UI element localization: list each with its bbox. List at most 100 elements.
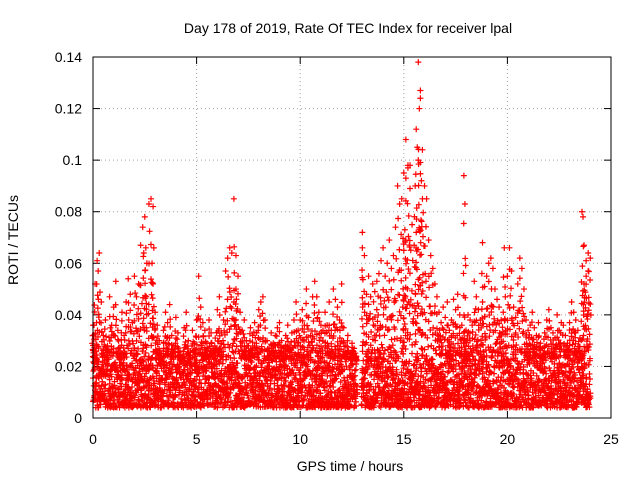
data-point xyxy=(142,214,148,220)
data-point xyxy=(386,297,392,303)
data-point xyxy=(252,320,258,326)
data-point xyxy=(260,294,266,300)
data-point xyxy=(511,304,517,310)
data-point xyxy=(442,314,448,320)
data-point xyxy=(419,218,425,224)
data-point xyxy=(216,294,222,300)
data-point xyxy=(490,265,496,271)
data-point xyxy=(398,278,404,284)
data-point xyxy=(395,183,401,189)
data-point xyxy=(381,298,387,304)
data-point xyxy=(167,302,173,308)
data-point xyxy=(332,296,338,302)
data-point xyxy=(91,302,97,308)
data-point xyxy=(504,273,510,279)
data-point xyxy=(535,320,541,326)
data-point xyxy=(445,322,451,328)
data-point xyxy=(378,301,384,307)
data-point xyxy=(140,224,146,230)
data-point xyxy=(517,298,523,304)
data-point xyxy=(97,319,103,325)
data-point xyxy=(419,147,425,153)
data-point xyxy=(134,338,140,344)
data-point xyxy=(395,317,401,323)
data-point-background xyxy=(352,368,358,374)
data-point xyxy=(521,286,527,292)
data-point xyxy=(288,339,294,345)
data-point xyxy=(517,255,523,261)
data-point xyxy=(486,260,492,266)
data-point xyxy=(508,285,514,291)
data-point xyxy=(386,237,392,243)
data-point xyxy=(372,289,378,295)
data-point xyxy=(391,277,397,283)
data-point xyxy=(359,229,365,235)
data-point xyxy=(316,309,322,315)
data-point xyxy=(225,341,231,347)
data-point xyxy=(486,279,492,285)
data-point xyxy=(227,245,233,251)
data-point xyxy=(326,299,332,305)
data-point xyxy=(378,258,384,264)
data-point xyxy=(140,320,146,326)
x-tick-label: 20 xyxy=(500,431,516,447)
data-point xyxy=(471,278,477,284)
data-point xyxy=(397,309,403,315)
data-point xyxy=(488,255,494,261)
data-point xyxy=(417,88,423,94)
y-tick-label: 0.12 xyxy=(55,101,82,117)
data-point xyxy=(293,311,299,317)
data-point xyxy=(418,217,424,223)
data-point xyxy=(303,301,309,307)
data-point xyxy=(235,273,241,279)
data-point xyxy=(516,326,522,332)
y-tick-label: 0.1 xyxy=(63,152,83,168)
data-point xyxy=(423,294,429,300)
data-point xyxy=(409,222,415,228)
data-point xyxy=(322,309,328,315)
data-point xyxy=(388,265,394,271)
data-point xyxy=(554,312,560,318)
data-point xyxy=(107,294,113,300)
data-point xyxy=(385,294,391,300)
data-point xyxy=(379,342,385,348)
y-tick-label: 0.04 xyxy=(55,307,82,323)
data-point xyxy=(420,210,426,216)
data-point xyxy=(225,255,231,261)
data-point xyxy=(138,242,144,248)
data-point xyxy=(494,340,500,346)
data-point xyxy=(438,320,444,326)
data-point xyxy=(496,304,502,310)
data-point xyxy=(95,296,101,302)
data-point xyxy=(262,317,268,323)
data-point xyxy=(150,295,156,301)
data-point xyxy=(380,245,386,251)
data-point xyxy=(366,273,372,279)
data-point xyxy=(376,271,382,277)
data-point xyxy=(96,250,102,256)
data-point xyxy=(517,275,523,281)
data-points xyxy=(89,59,594,411)
data-point xyxy=(374,307,380,313)
data-point xyxy=(258,299,264,305)
data-point xyxy=(330,286,336,292)
data-point xyxy=(318,322,324,328)
data-point xyxy=(334,304,340,310)
data-point xyxy=(98,299,104,305)
data-point xyxy=(119,318,125,324)
data-point xyxy=(162,324,168,330)
data-point xyxy=(148,242,154,248)
data-point xyxy=(425,344,431,350)
data-point xyxy=(426,237,432,243)
data-point xyxy=(293,299,299,305)
data-point xyxy=(102,317,108,323)
data-point xyxy=(311,302,317,308)
data-point xyxy=(185,338,191,344)
data-point xyxy=(440,304,446,310)
data-point xyxy=(193,333,199,339)
data-point xyxy=(494,296,500,302)
data-point xyxy=(492,286,498,292)
data-point xyxy=(502,294,508,300)
